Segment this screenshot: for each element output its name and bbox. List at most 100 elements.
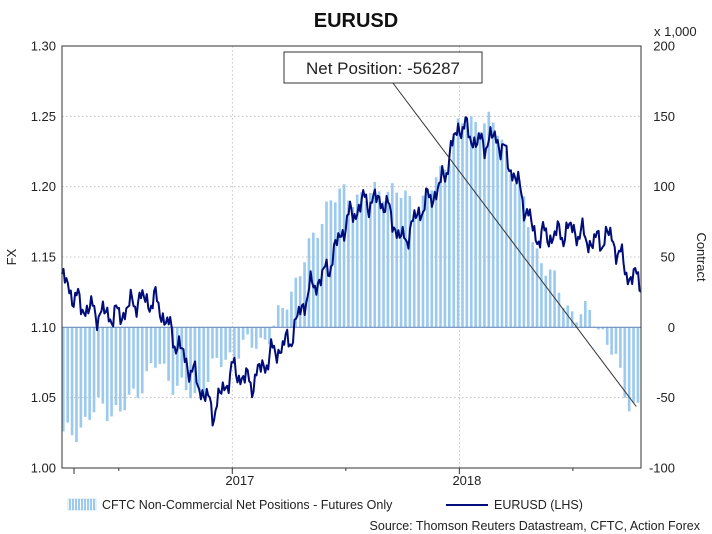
position-bar [496, 135, 499, 328]
position-bar [246, 327, 249, 335]
position-bar [123, 327, 127, 411]
annotation-box [283, 51, 483, 84]
annotation-pointer [392, 82, 637, 407]
position-bar [347, 200, 350, 328]
position-bar [132, 327, 135, 389]
left-tick-label: 1.15 [31, 250, 56, 265]
position-bar [202, 327, 205, 397]
right-tick-label: -100 [649, 461, 675, 476]
position-bar [461, 123, 464, 328]
position-bar [83, 327, 87, 417]
position-bar [97, 327, 100, 398]
chart-title: EURUSD [314, 10, 398, 32]
position-bar [412, 213, 416, 328]
position-bar [92, 327, 96, 413]
position-bar [180, 327, 184, 378]
position-bar [355, 194, 359, 328]
position-bar [333, 202, 337, 328]
position-bar [483, 123, 486, 328]
position-bar [382, 201, 385, 328]
position-bar [364, 201, 368, 328]
legend: CFTC Non-Commercial Net Positions - Futu… [67, 498, 583, 512]
position-bar [417, 211, 420, 328]
position-bar [605, 327, 609, 345]
position-bar [255, 327, 258, 349]
right-tick-label: 150 [653, 109, 675, 124]
position-bar [263, 327, 267, 340]
position-bar [62, 327, 65, 432]
left-tick-label: 1.20 [31, 179, 56, 194]
position-bar [75, 327, 78, 443]
position-bar [535, 248, 539, 328]
position-bar [448, 163, 451, 328]
position-bar [237, 327, 241, 359]
position-bar [452, 136, 456, 328]
position-bar [601, 327, 605, 330]
position-bar [526, 227, 530, 328]
position-bar [110, 327, 113, 417]
position-bar [119, 327, 122, 412]
position-bar [158, 327, 162, 365]
position-bar [338, 188, 341, 328]
position-bar [619, 327, 622, 368]
position-bar [101, 327, 105, 404]
position-bar [189, 327, 192, 399]
position-bar [312, 232, 315, 328]
position-bar [562, 308, 565, 328]
position-bar [456, 118, 460, 328]
position-bar [557, 292, 561, 328]
position-bar [404, 190, 407, 328]
position-bar [79, 327, 83, 428]
position-bar [342, 184, 346, 328]
position-bar [241, 327, 245, 340]
legend-bars-label: CFTC Non-Commercial Net Positions - Futu… [102, 498, 393, 512]
position-bar [176, 327, 179, 386]
position-bar [474, 122, 477, 328]
position-bar [272, 325, 276, 328]
position-bar [386, 191, 390, 328]
legend-bar-swatch [67, 498, 97, 511]
right-tick-label: 50 [661, 250, 675, 265]
left-tick-label: 1.00 [31, 461, 56, 476]
position-bar [224, 327, 227, 360]
position-bar [583, 301, 587, 328]
position-bar [636, 327, 640, 403]
position-bar [531, 242, 534, 328]
position-bar [426, 188, 429, 328]
x-axis: 2017 2018 [73, 468, 574, 488]
position-bar [421, 195, 425, 328]
position-bar [66, 327, 70, 423]
position-bar [522, 196, 526, 328]
position-bar [105, 327, 109, 422]
left-tick-label: 1.05 [31, 390, 56, 405]
position-bar [434, 177, 438, 328]
position-bar [281, 307, 284, 328]
position-bar [351, 206, 355, 328]
position-bar [544, 275, 548, 328]
position-bar [478, 131, 482, 328]
position-bar [193, 327, 197, 394]
right-tick-label: 0 [668, 320, 675, 335]
right-tick-label: 200 [653, 39, 675, 54]
position-bar [268, 327, 271, 345]
position-bar [70, 327, 74, 436]
position-bar [228, 327, 232, 353]
position-bar [505, 150, 508, 328]
position-bar [399, 198, 403, 328]
position-bar [197, 327, 201, 392]
position-bar [439, 165, 442, 328]
position-bar [509, 174, 513, 328]
right-tick-label: 100 [653, 179, 675, 194]
annotation: Net Position: -56287 [283, 51, 637, 407]
eurusd-line [61, 116, 642, 427]
position-bar [408, 195, 412, 328]
position-bar [215, 327, 219, 358]
left-axis-label: FX [4, 248, 19, 265]
position-bar [469, 116, 473, 328]
position-bar [610, 327, 613, 355]
position-bar [294, 277, 298, 328]
position-bar [171, 327, 175, 395]
position-bar [575, 322, 578, 328]
position-bar [623, 327, 627, 398]
position-bar [219, 327, 223, 368]
